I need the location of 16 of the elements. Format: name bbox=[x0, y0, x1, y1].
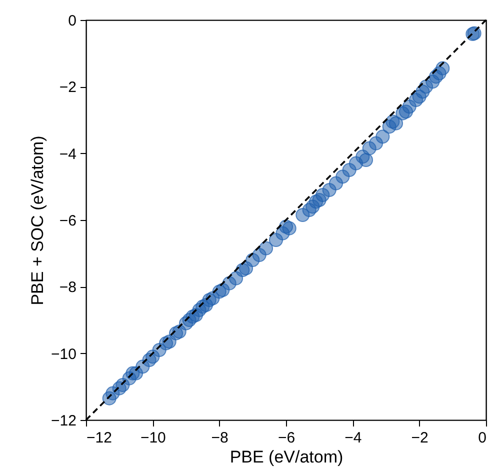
x-axis-title: PBE (eV/atom) bbox=[230, 448, 344, 466]
x-tick-label: −12 bbox=[86, 430, 112, 446]
x-tick-label: −4 bbox=[344, 430, 362, 446]
y-tick-label: −6 bbox=[59, 212, 76, 230]
x-tick-label: −10 bbox=[140, 430, 166, 446]
y-tick-label: −4 bbox=[59, 146, 76, 163]
y-tick-label: −12 bbox=[51, 412, 76, 430]
x-tick-label: −2 bbox=[411, 430, 428, 446]
y-tick-label: −10 bbox=[51, 346, 76, 363]
y-tick-label: −8 bbox=[59, 279, 76, 296]
x-tick-label: −6 bbox=[278, 430, 296, 446]
x-tick-label: 0 bbox=[478, 430, 486, 446]
y-axis-title: PBE + SOC (eV/atom) bbox=[28, 136, 48, 306]
y-tick-label: 0 bbox=[68, 12, 76, 30]
y-tick-label: −2 bbox=[59, 79, 76, 96]
x-tick-label: −8 bbox=[211, 430, 228, 446]
